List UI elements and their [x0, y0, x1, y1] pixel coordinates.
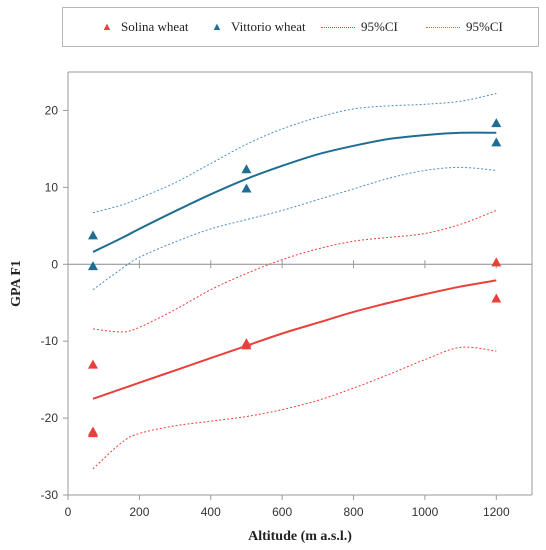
data-points — [87, 118, 502, 438]
legend-item-ci-vittorio: 95%CI — [426, 8, 503, 46]
x-axis-title: Altitude (m a.s.l.) — [248, 529, 352, 544]
y-tick-label: -30 — [41, 488, 59, 502]
legend-label-ci-solina: 95%CI — [361, 19, 398, 34]
y-tick-label: -10 — [41, 334, 59, 348]
data-point-vittorio — [87, 261, 98, 271]
dotted-line-icon — [321, 26, 355, 28]
y-axis-title: GPA F1 — [9, 260, 24, 307]
y-tick-label: 10 — [45, 180, 59, 194]
data-point-solina — [491, 293, 502, 303]
triangle-icon: ▲ — [101, 21, 113, 33]
fit-line-vittorio — [92, 131, 497, 253]
ci-lower-line-solina — [92, 346, 497, 470]
y-tick-label: 20 — [45, 103, 59, 117]
data-point-solina — [87, 359, 98, 369]
legend-item-ci-solina: 95%CI — [321, 8, 398, 46]
ci-upper-line-solina — [92, 209, 497, 333]
x-tick-label: 600 — [272, 505, 292, 519]
ci-upper-line-vittorio — [92, 93, 497, 214]
x-tick-label: 0 — [65, 505, 72, 519]
legend: ▲ Solina wheat ▲ Vittorio wheat 95%CI 95… — [62, 7, 539, 47]
data-point-vittorio — [491, 118, 502, 128]
legend-item-solina: ▲ Solina wheat — [101, 8, 189, 46]
ci-lower-line-vittorio — [92, 166, 497, 291]
data-point-solina — [87, 428, 98, 438]
legend-label-ci-vittorio: 95%CI — [466, 19, 503, 34]
y-tick-label: 0 — [51, 257, 58, 271]
data-point-vittorio — [241, 183, 252, 193]
data-point-solina — [491, 257, 502, 267]
fit-lines — [92, 131, 497, 400]
confidence-bands — [92, 93, 497, 470]
data-point-solina — [241, 340, 252, 350]
dotted-line-icon — [426, 26, 460, 28]
x-tick-label: 1000 — [412, 505, 439, 519]
triangle-icon: ▲ — [211, 21, 223, 33]
x-tick-label: 800 — [344, 505, 364, 519]
fit-line-solina — [92, 279, 497, 400]
legend-label-solina: Solina wheat — [121, 19, 189, 34]
x-tick-label: 1200 — [483, 505, 510, 519]
x-tick-label: 400 — [201, 505, 221, 519]
axes: 0 200 400 600 800 1000 1200 -30 -20 -10 0 10 20 — [41, 71, 533, 519]
legend-item-vittorio: ▲ Vittorio wheat — [211, 8, 306, 46]
x-tick-label: 200 — [129, 505, 149, 519]
y-tick-label: -20 — [41, 411, 59, 425]
data-point-vittorio — [241, 164, 252, 174]
data-point-vittorio — [87, 230, 98, 240]
legend-label-vittorio: Vittorio wheat — [231, 19, 306, 34]
data-point-vittorio — [491, 137, 502, 147]
